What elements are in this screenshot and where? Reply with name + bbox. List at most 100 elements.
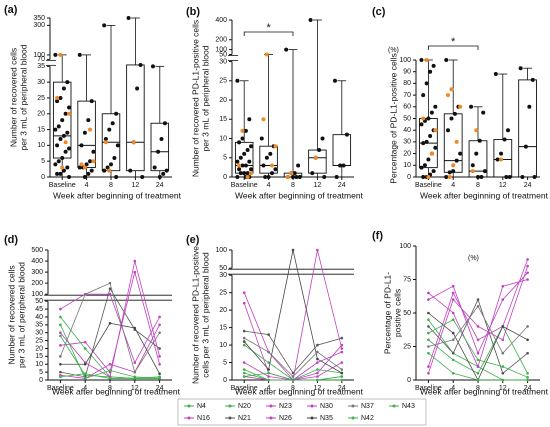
x-axis-label: Week after beginning of treatment [52, 386, 181, 396]
series-point [291, 371, 295, 375]
y-tick-label: 100 [215, 46, 227, 53]
data-point [237, 140, 242, 145]
x-axis-label: Week after beginning of treatment [420, 386, 549, 396]
data-point [317, 148, 322, 153]
data-point [482, 169, 487, 174]
y-tick-label: 350 [33, 15, 45, 22]
series-point [59, 323, 62, 327]
data-point [55, 95, 60, 100]
data-point [429, 151, 434, 156]
y-tick-label: 0 [41, 174, 45, 181]
series-point [242, 340, 246, 343]
series-point [83, 347, 87, 350]
x-tick-label: 8 [109, 182, 113, 189]
x-tick-label: 24 [156, 385, 164, 392]
y-axis-label: per 3 mL of peripheral blood [16, 262, 26, 368]
data-point [419, 122, 424, 127]
y-axis-label: per 3 mL of peripheral blood [18, 44, 28, 150]
data-point [273, 167, 278, 172]
x-tick-label: 12 [499, 385, 507, 392]
x-axis-label: Week after beginning of treatment [235, 386, 364, 396]
series-point [316, 248, 319, 252]
series-point [242, 368, 246, 371]
y-tick-label: 100 [399, 243, 411, 250]
series-point [108, 321, 112, 325]
data-point [88, 127, 93, 132]
series-point [526, 271, 529, 275]
series-point [476, 358, 480, 362]
series-point [316, 368, 319, 371]
y-tick-label: 0 [223, 174, 227, 181]
data-point [161, 171, 166, 176]
series-point [83, 377, 87, 380]
series-point [158, 375, 161, 379]
series-point [108, 292, 112, 296]
series-point [526, 258, 529, 261]
data-point [61, 133, 66, 138]
data-point [421, 116, 426, 121]
data-point [55, 171, 60, 176]
data-point [270, 171, 275, 176]
series-line [243, 292, 342, 381]
y-tick-label: 25 [403, 343, 411, 350]
y-tick-label: 0 [407, 377, 411, 384]
series-point [340, 368, 344, 371]
series-point [133, 270, 137, 274]
series-point [427, 351, 430, 355]
data-point [159, 137, 164, 142]
data-point [102, 23, 107, 28]
y-tick-label: 80 [403, 80, 411, 87]
y-tick-label: 0 [223, 377, 227, 384]
data-point [449, 87, 454, 92]
series-point [526, 264, 529, 268]
data-point [240, 163, 245, 168]
data-point [242, 151, 247, 156]
y-tick-label: 300 [31, 269, 43, 276]
data-point [268, 151, 273, 156]
data-point [474, 128, 479, 133]
data-point [523, 144, 528, 149]
x-tick-label: 12 [314, 385, 322, 392]
panel-label: (e) [186, 234, 200, 246]
data-point [89, 168, 94, 173]
data-point [249, 167, 254, 172]
y-axis-label: cells per 3 mL of peripheral blood [200, 252, 210, 378]
y-tick-label: 25 [35, 337, 43, 344]
data-point [444, 175, 449, 179]
legend-label: N21 [238, 415, 251, 422]
data-point [445, 128, 450, 133]
x-axis-label: Week after beginning of treatment [420, 190, 549, 200]
data-point [452, 111, 457, 116]
series-point [242, 301, 246, 305]
data-point [433, 145, 438, 150]
data-point [247, 117, 252, 122]
data-point [112, 156, 117, 161]
data-point [291, 175, 295, 179]
y-tick-label: 15 [37, 126, 45, 133]
data-point [242, 171, 247, 176]
data-point [297, 175, 302, 179]
data-point [107, 168, 112, 173]
data-point [479, 175, 484, 179]
unit-label: (%) [388, 47, 399, 54]
data-point [58, 95, 63, 100]
data-point [243, 128, 248, 133]
data-point [86, 118, 91, 123]
y-axis-label: Number of recovered PD-L1-positive [190, 246, 200, 384]
y-axis-label: Percentage of PD-L1- [382, 272, 392, 354]
series-line [244, 330, 342, 374]
y-tick-label: 200 [215, 37, 227, 44]
data-point [428, 134, 433, 139]
data-point [65, 165, 70, 170]
y-tick-label: 0 [407, 174, 411, 181]
legend-swatch-dot [269, 404, 273, 408]
data-point [270, 163, 275, 168]
data-point [313, 155, 318, 160]
x-tick-label: 24 [524, 182, 532, 189]
data-point [332, 78, 337, 83]
data-point [338, 163, 343, 168]
x-tick-label: 12 [314, 182, 322, 189]
series-line [428, 259, 528, 367]
x-tick-label: 4 [83, 385, 87, 392]
series-point [133, 326, 137, 330]
